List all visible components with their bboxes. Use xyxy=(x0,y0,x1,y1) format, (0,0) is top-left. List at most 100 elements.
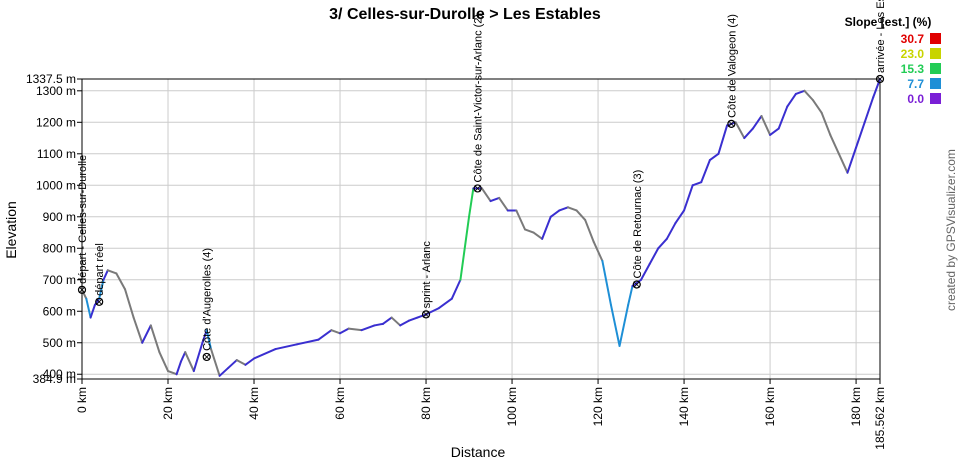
waypoint-label: départ - Celles-sur-Durolle xyxy=(77,155,89,284)
legend-value: 30.7 xyxy=(901,32,925,46)
profile-segment xyxy=(846,146,858,174)
profile-segment xyxy=(786,92,797,108)
profile-segment xyxy=(575,209,587,221)
profile-segment xyxy=(532,231,544,240)
waypoint-label: départ réel xyxy=(94,243,106,296)
plot-frame xyxy=(81,78,881,380)
waypoint-label: Côte de Valogeon (4) xyxy=(726,14,738,118)
profile-segment xyxy=(416,313,428,319)
profile-segment xyxy=(184,351,195,373)
x-tick-label: 100 km xyxy=(505,387,519,426)
profile-segment xyxy=(566,206,578,212)
profile-segment xyxy=(141,324,152,344)
y-tick-label: 1100 m xyxy=(37,147,76,161)
y-tick-label: 700 m xyxy=(43,273,76,287)
profile-segment xyxy=(515,209,526,231)
profile-segment xyxy=(175,360,182,376)
profile-segment xyxy=(480,187,492,203)
profile-segment xyxy=(498,196,509,212)
x-tick-label: 180 km xyxy=(849,387,863,426)
legend-swatch xyxy=(930,63,941,74)
profile-segment xyxy=(347,327,363,332)
profile-segment xyxy=(149,324,161,354)
waypoint-marker xyxy=(473,184,482,193)
profile-segment xyxy=(296,338,320,346)
waypoint-cross xyxy=(203,353,210,361)
legend-title: Slope [est.] (%) xyxy=(845,15,932,29)
profile-segment xyxy=(115,272,127,291)
waypoint-marker xyxy=(202,352,211,362)
profile-segment xyxy=(872,78,881,99)
y-tick-label: 1300 m xyxy=(36,84,76,98)
profile-segment xyxy=(373,322,385,327)
profile-segment xyxy=(459,215,471,281)
legend-value: 15.3 xyxy=(901,62,925,76)
profile-segment xyxy=(167,370,178,376)
waypoint-marker xyxy=(77,285,87,294)
profile-segment xyxy=(407,316,419,322)
waypoint-label: Côte d'Augerolles (4) xyxy=(202,248,214,351)
profile-segment xyxy=(124,288,135,319)
profile-segment xyxy=(794,89,806,95)
legend-value: 23.0 xyxy=(901,47,925,61)
y-tick-label: 400 m xyxy=(43,367,76,381)
profile-segment xyxy=(541,215,552,240)
profile-segment xyxy=(657,237,668,250)
profile-segment xyxy=(691,181,703,187)
profile-segment xyxy=(803,89,815,102)
profile-segment xyxy=(489,196,501,203)
profile-segment xyxy=(399,319,410,327)
profile-segment xyxy=(734,121,746,140)
profile-segment xyxy=(760,115,772,136)
profile-segment xyxy=(468,187,475,218)
profile-segment xyxy=(210,348,221,377)
profile-segment xyxy=(523,228,535,234)
profile-segment xyxy=(106,269,118,275)
x-tick-label: 80 km xyxy=(419,387,433,420)
x-tick-label: 160 km xyxy=(763,387,777,426)
profile-segment xyxy=(683,184,694,212)
profile-segment xyxy=(179,351,187,363)
profile-segment xyxy=(601,259,612,306)
legend-swatch xyxy=(930,33,941,44)
profile-segment xyxy=(98,278,105,300)
x-tick-label: 40 km xyxy=(247,387,261,420)
grid xyxy=(82,79,880,379)
profile-segment xyxy=(708,152,720,162)
profile-segment xyxy=(85,297,92,319)
profile-segment xyxy=(584,218,595,243)
y-tick-label: 384.9 m xyxy=(33,372,76,386)
y-tick-label: 600 m xyxy=(43,304,76,318)
profile-segment xyxy=(743,127,754,140)
profile-segment xyxy=(700,159,711,184)
profile-segment xyxy=(89,303,96,319)
waypoint-cross xyxy=(633,281,641,288)
profile-segment xyxy=(592,240,604,262)
axes: 0 km 20 km 40 km 60 km 80 km 100 km 120 km 140 … xyxy=(26,72,887,450)
profile-segment xyxy=(769,127,780,136)
profile-segment xyxy=(717,124,729,155)
profile-segment xyxy=(132,316,144,344)
y-tick-label: 1337.5 m xyxy=(26,72,76,86)
profile-segment xyxy=(640,263,651,281)
waypoint-label: arrivée - Les Estables xyxy=(875,0,887,73)
profile-segment xyxy=(253,348,277,360)
profile-segment xyxy=(820,111,832,136)
waypoint-cross xyxy=(876,75,884,83)
waypoint-cross xyxy=(422,311,430,318)
profile-segment xyxy=(751,115,763,130)
profile-segment xyxy=(450,278,462,300)
profile-segment xyxy=(81,288,88,300)
profile-segment xyxy=(192,341,204,373)
profile-segment xyxy=(812,99,823,114)
slope-legend: 30.723.015.37.70.0 xyxy=(901,32,941,106)
credit-text: created by GPSVisualizer.com xyxy=(944,149,958,311)
profile-segment xyxy=(665,222,677,240)
profile-segment xyxy=(777,105,789,130)
x-tick-label: 140 km xyxy=(677,387,691,426)
y-tick-label: 800 m xyxy=(43,241,76,255)
waypoint-label: Côte de Saint-Victor-sur-Arlanc (2) xyxy=(473,14,485,183)
waypoint-cross xyxy=(95,298,103,306)
legend-value: 0.0 xyxy=(907,92,924,106)
profile-segment xyxy=(558,206,569,212)
